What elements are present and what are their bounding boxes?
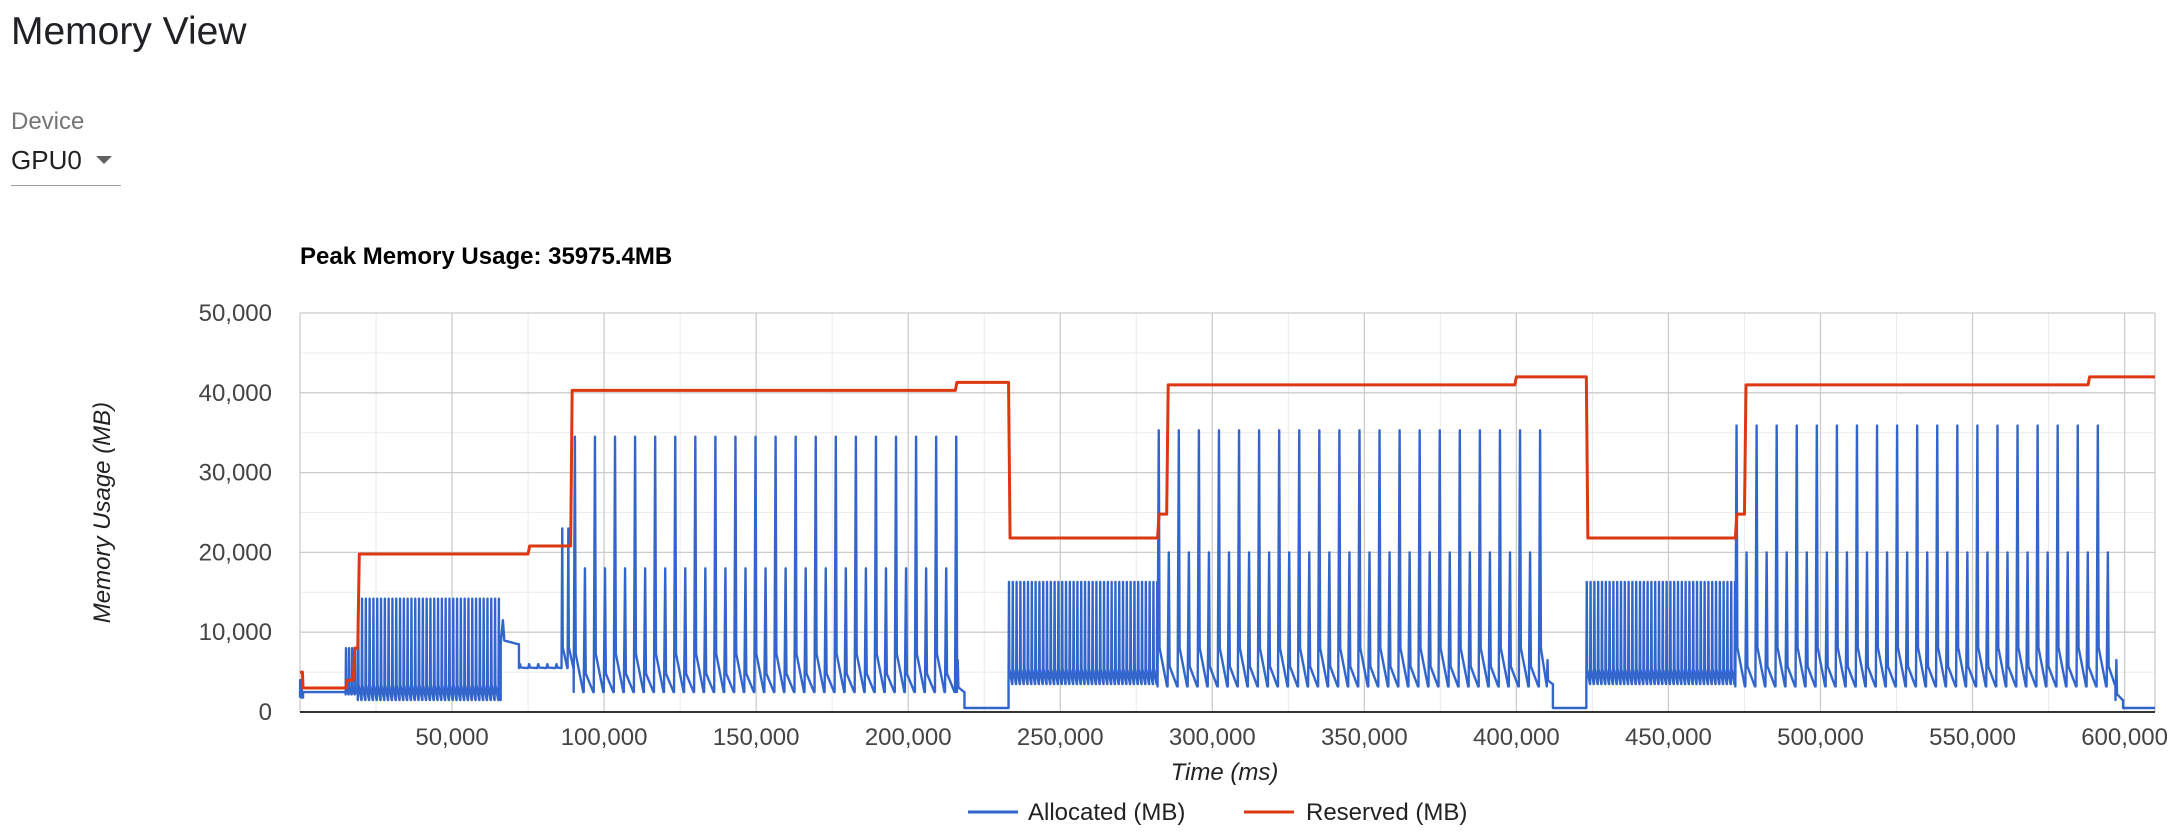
chart-title: Peak Memory Usage: 35975.4MB [300, 243, 672, 270]
chart-legend: Allocated (MB) Reserved (MB) [968, 799, 1467, 826]
y-tick-label: 0 [259, 699, 272, 726]
legend-label: Allocated (MB) [1028, 799, 1185, 826]
x-tick-label: 550,000 [1929, 724, 2016, 751]
y-tick-label: 40,000 [199, 380, 272, 407]
legend-label: Reserved (MB) [1306, 799, 1467, 826]
y-tick-label: 10,000 [199, 619, 272, 646]
device-select[interactable]: GPU0 [11, 145, 121, 186]
y-axis-ticks: 0 10,000 20,000 30,000 40,000 50,000 [199, 300, 272, 726]
device-label: Device [11, 108, 85, 135]
x-axis-ticks: 50,000 100,000 150,000 200,000 250,000 300,00… [415, 724, 2168, 751]
x-tick-label: 500,000 [1777, 724, 1864, 751]
allocated-series-line [298, 424, 2155, 710]
page-title: Memory View [11, 10, 247, 53]
x-tick-label: 50,000 [415, 724, 488, 751]
x-tick-label: 150,000 [713, 724, 800, 751]
x-tick-label: 200,000 [865, 724, 952, 751]
x-tick-label: 250,000 [1017, 724, 1104, 751]
x-tick-label: 600,000 [2081, 724, 2168, 751]
y-tick-label: 30,000 [199, 460, 272, 487]
x-tick-label: 350,000 [1321, 724, 1408, 751]
x-axis-title: Time (ms) [1171, 759, 1279, 786]
x-tick-label: 300,000 [1169, 724, 1256, 751]
x-tick-label: 400,000 [1473, 724, 1560, 751]
y-tick-label: 20,000 [199, 539, 272, 566]
y-tick-label: 50,000 [199, 300, 272, 327]
x-tick-label: 450,000 [1625, 724, 1712, 751]
chevron-down-icon [96, 156, 112, 164]
x-tick-label: 100,000 [561, 724, 648, 751]
device-select-value: GPU0 [11, 145, 82, 175]
y-axis-title: Memory Usage (MB) [89, 402, 116, 623]
reserved-series-line [300, 375, 2155, 690]
chart-series [298, 375, 2155, 710]
